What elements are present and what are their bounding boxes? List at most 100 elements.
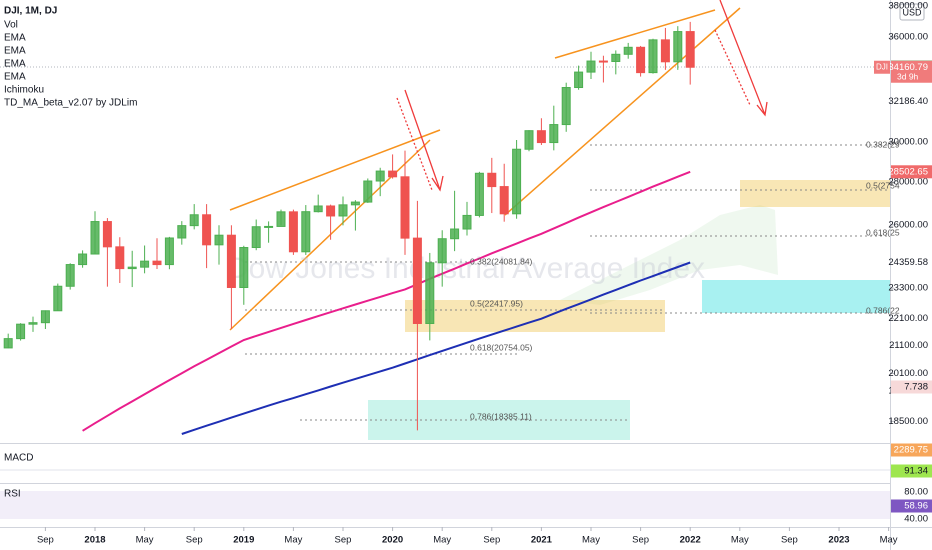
trendline — [554, 9, 716, 59]
candle-body — [499, 186, 509, 215]
candle-body — [226, 234, 236, 288]
x-tick-label: Sep — [781, 535, 798, 546]
macd-title: MACD — [4, 453, 33, 464]
ema-line — [82, 170, 691, 432]
candle-body — [3, 338, 13, 349]
fib-label: 0.382(24081.84) — [470, 256, 533, 266]
x-tick-label: Sep — [632, 535, 649, 546]
x-tick-label: Sep — [186, 535, 203, 546]
candle-body — [102, 221, 112, 248]
candle-body — [636, 46, 646, 74]
candle-body — [140, 260, 150, 268]
candle-body — [574, 71, 584, 89]
candle-body — [313, 205, 323, 213]
indicator-label: 80.00 — [904, 487, 928, 498]
price-badge — [891, 60, 932, 83]
y-tick-label: 38000.00 — [888, 0, 928, 11]
candle-body — [648, 39, 658, 74]
candle-body — [350, 201, 360, 206]
candle-body — [301, 211, 311, 253]
candle-body — [189, 214, 199, 227]
candle-body — [78, 253, 88, 266]
candle-body — [685, 31, 695, 68]
x-tick-label: 2019 — [233, 535, 254, 546]
candle-body — [251, 226, 261, 249]
fib-zone — [702, 280, 890, 313]
indicator-badge — [891, 464, 932, 478]
candle-body — [276, 211, 286, 227]
trendline — [229, 129, 441, 211]
currency-badge — [899, 3, 925, 21]
candle-body — [363, 180, 373, 203]
candle-body — [28, 322, 38, 325]
indicator-badge — [891, 443, 932, 457]
indicator-label: 40.00 — [904, 514, 928, 525]
candle-body — [288, 211, 298, 253]
candle-body — [388, 170, 398, 178]
legend-entry: Vol — [4, 20, 18, 31]
y-tick-label: 18500.00 — [888, 416, 928, 427]
y-tick-label: 30000.00 — [888, 137, 928, 148]
fib-zone — [405, 300, 665, 332]
candle-body — [660, 39, 670, 63]
candle-body — [598, 60, 608, 63]
x-tick-label: May — [136, 535, 154, 546]
arrow — [719, 0, 768, 117]
candle-body — [239, 247, 249, 288]
candle-body — [40, 310, 50, 324]
candle-body — [65, 264, 75, 287]
watermark: Dow Jones Industrial Average Index — [227, 252, 705, 285]
legend-entry: EMA — [4, 46, 26, 57]
x-tick-label: 2023 — [828, 535, 849, 546]
fib-label: 0.5(22417.95) — [470, 298, 523, 308]
legend-entry: EMA — [4, 72, 26, 83]
x-tick-label: May — [284, 535, 302, 546]
price-badge-label: 24359.58 — [888, 257, 928, 268]
ema-line — [181, 261, 691, 435]
chart-title: DJI, 1M, DJ — [4, 6, 57, 17]
x-tick-label: 2021 — [531, 535, 553, 546]
legend-entry: EMA — [4, 59, 26, 70]
x-tick-label: May — [582, 535, 600, 546]
candle-body — [586, 60, 596, 73]
legend-entry: Ichimoku — [4, 85, 44, 96]
candle-body — [437, 238, 447, 264]
candle-body — [623, 46, 633, 55]
y-tick-label: 23300.00 — [888, 283, 928, 294]
candle-body — [561, 87, 571, 126]
candle-body — [450, 228, 460, 240]
candle-body — [53, 285, 63, 312]
price-tag-label: DJI — [876, 62, 888, 71]
fib-label: 0.618(25 — [866, 227, 900, 237]
fib-label: 0.786(22 — [866, 305, 900, 315]
x-tick-label: Sep — [335, 535, 352, 546]
arrow — [404, 89, 444, 192]
arrows — [396, 0, 768, 192]
fib-label: 0.382(29 — [866, 139, 900, 149]
countdown: 3d 9h — [897, 71, 919, 81]
y-tick-label: 36000.00 — [888, 31, 928, 42]
candle-body — [412, 237, 422, 324]
arrow — [714, 29, 751, 106]
price-badge — [891, 165, 932, 179]
x-tick-label: May — [731, 535, 749, 546]
candle-body — [512, 148, 522, 215]
y-tick-label: 21100.00 — [889, 340, 928, 351]
candle-body — [90, 221, 100, 255]
candle-body — [326, 205, 336, 217]
currency: USD — [902, 7, 922, 17]
candle-body — [462, 214, 472, 230]
candle-body — [164, 237, 174, 266]
candle-body — [375, 170, 385, 182]
fib-lines — [245, 144, 890, 421]
x-tick-label: May — [433, 535, 451, 546]
x-tick-label: May — [880, 535, 898, 546]
indicator-label: 91.34 — [904, 466, 928, 477]
rsi-band — [0, 491, 890, 519]
y-tick-label: 26000.00 — [888, 219, 928, 230]
candle-body — [549, 124, 559, 144]
y-tick-label: 22100.00 — [888, 313, 928, 324]
indicator-label: 2289.75 — [894, 445, 928, 456]
candle-body — [202, 214, 212, 246]
